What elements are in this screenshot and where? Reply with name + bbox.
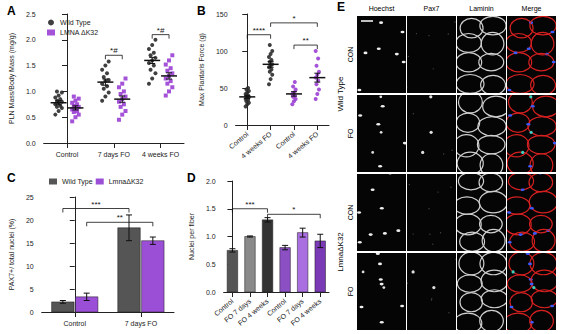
svg-text:PLN Mass/Body Mass (mg/g): PLN Mass/Body Mass (mg/g) (8, 33, 16, 124)
svg-text:LmnaΔK32: LmnaΔK32 (109, 178, 144, 185)
svg-text:PAX7+/ total nuclei (%): PAX7+/ total nuclei (%) (8, 219, 16, 291)
svg-text:20: 20 (26, 217, 34, 224)
svg-text:1.0: 1.0 (206, 233, 216, 240)
svg-text:LMNA ΔK32: LMNA ΔK32 (60, 29, 98, 36)
svg-text:LmnaΔK32: LmnaΔK32 (336, 232, 345, 272)
svg-text:A: A (7, 4, 16, 18)
svg-text:*: * (292, 205, 295, 214)
svg-text:150: 150 (216, 11, 228, 18)
svg-text:25: 25 (26, 194, 34, 201)
svg-text:*#: *# (157, 26, 165, 35)
svg-text:0: 0 (224, 122, 228, 129)
svg-text:*: * (292, 14, 295, 23)
svg-text:Control: Control (228, 130, 250, 150)
svg-text:Control: Control (265, 297, 288, 318)
svg-text:Pax7: Pax7 (424, 5, 440, 12)
svg-text:***: *** (245, 200, 254, 209)
svg-text:FO 7 days: FO 7 days (275, 297, 305, 324)
svg-text:FO: FO (347, 286, 354, 296)
svg-text:Laminin: Laminin (469, 5, 494, 12)
svg-text:**: ** (303, 36, 309, 45)
svg-text:C: C (7, 171, 16, 185)
svg-text:7 days FO: 7 days FO (125, 320, 158, 328)
svg-text:15: 15 (26, 240, 34, 247)
svg-text:50: 50 (220, 85, 228, 92)
svg-text:FO: FO (347, 128, 354, 138)
svg-text:0.5: 0.5 (206, 261, 216, 268)
svg-text:FO 4 weeks: FO 4 weeks (236, 297, 270, 327)
svg-text:Control: Control (274, 130, 296, 150)
svg-text:CON: CON (347, 205, 354, 221)
svg-text:2.0: 2.0 (26, 36, 36, 43)
svg-text:10: 10 (26, 263, 34, 270)
svg-text:Max Plantaris Force (g): Max Plantaris Force (g) (198, 33, 206, 106)
svg-text:0.0: 0.0 (206, 289, 216, 296)
svg-text:100: 100 (216, 48, 228, 55)
svg-text:E: E (337, 0, 345, 14)
svg-text:***: *** (91, 200, 100, 209)
svg-text:Wild Type: Wild Type (60, 19, 91, 27)
svg-text:Wild Type: Wild Type (336, 76, 345, 112)
svg-text:CON: CON (347, 47, 354, 63)
svg-text:4 weeks FO: 4 weeks FO (286, 130, 320, 160)
svg-text:*#: *# (110, 46, 118, 55)
svg-text:FO 7 days: FO 7 days (223, 297, 253, 324)
svg-text:Wild Type: Wild Type (62, 178, 93, 186)
svg-text:Nuclei per fiber: Nuclei per fiber (188, 212, 196, 260)
svg-text:4 weeks FO: 4 weeks FO (240, 130, 274, 160)
svg-text:Control: Control (56, 151, 79, 158)
svg-text:****: **** (253, 26, 265, 35)
svg-text:2.0: 2.0 (206, 178, 216, 185)
svg-text:0.5: 0.5 (26, 114, 36, 121)
svg-text:Hoechst: Hoechst (369, 5, 395, 12)
svg-text:0: 0 (30, 309, 34, 316)
svg-text:1.0: 1.0 (26, 88, 36, 95)
svg-text:FO 4 weeks: FO 4 weeks (289, 297, 322, 327)
svg-text:7 days FO: 7 days FO (98, 151, 131, 159)
svg-text:1.5: 1.5 (26, 62, 36, 69)
svg-text:Control: Control (212, 297, 235, 318)
svg-text:Merge: Merge (522, 5, 542, 13)
svg-text:1.5: 1.5 (206, 205, 216, 212)
svg-text:0.0: 0.0 (26, 140, 36, 147)
svg-text:Control: Control (63, 320, 86, 327)
svg-text:B: B (197, 4, 206, 18)
svg-text:4 weeks FO: 4 weeks FO (142, 151, 180, 158)
svg-text:5: 5 (30, 286, 34, 293)
svg-text:D: D (187, 171, 196, 185)
svg-text:**: ** (117, 213, 123, 222)
svg-text:2.5: 2.5 (26, 11, 36, 18)
